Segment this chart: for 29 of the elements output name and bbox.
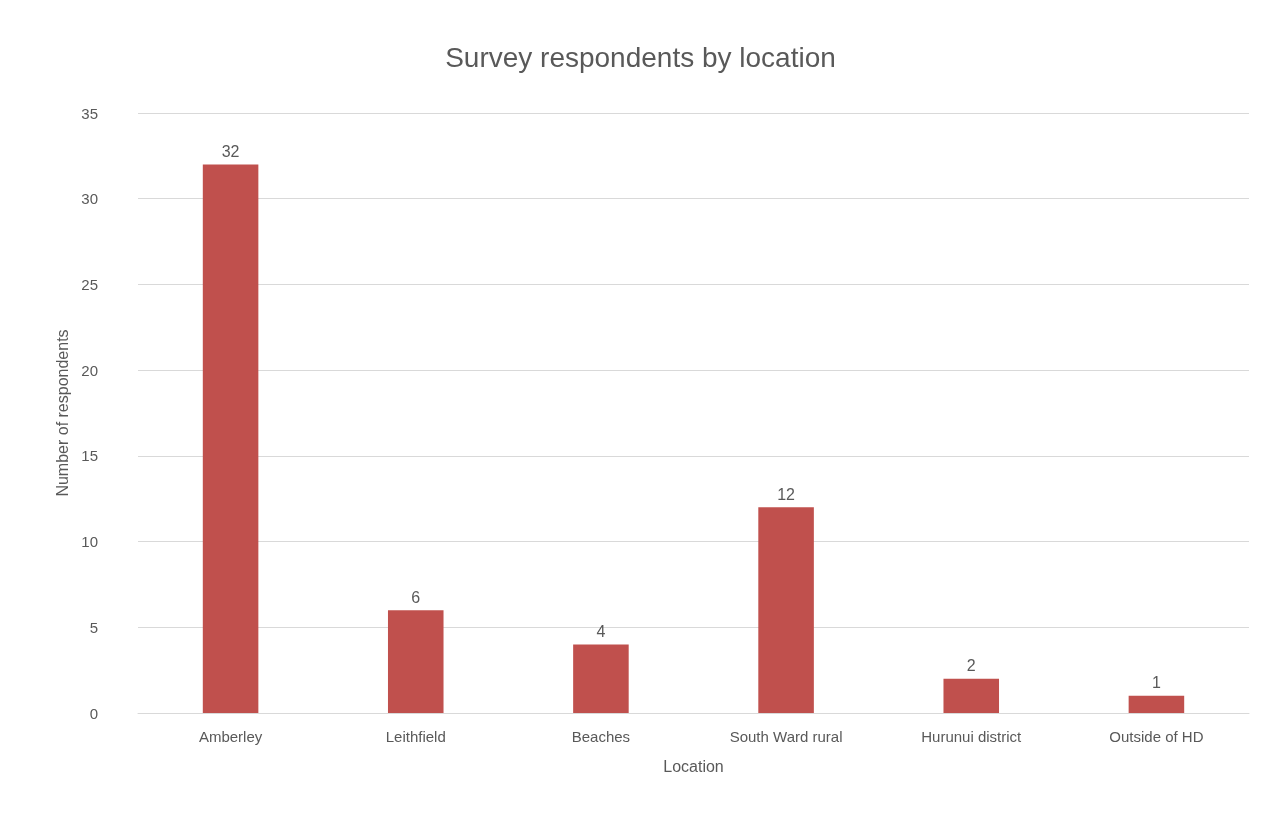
data-label: 4: [596, 622, 606, 640]
y-tick-label: 25: [81, 275, 98, 293]
chart-title: Survey respondents by location: [445, 41, 836, 73]
x-tick-label: South Ward rural: [729, 728, 843, 745]
y-tick-label: 15: [81, 447, 98, 465]
data-label: 1: [1151, 674, 1161, 692]
x-tick-label: Leithfield: [385, 728, 446, 745]
bar: [758, 507, 814, 713]
x-axis-title: Location: [663, 757, 724, 775]
x-tick-label: Hurunui district: [921, 728, 1023, 745]
y-tick-label: 10: [81, 533, 98, 551]
x-tick-label: Beaches: [571, 728, 631, 745]
bar: [202, 164, 259, 713]
data-label: 2: [966, 657, 976, 675]
bar: [943, 678, 1000, 713]
y-axis-title: Number of respondents: [53, 329, 71, 497]
data-label: 6: [411, 588, 421, 606]
y-tick-label: 30: [81, 190, 98, 208]
y-tick-label: 35: [81, 104, 98, 122]
y-tick-label: 0: [89, 704, 98, 722]
x-tick-label: Amberley: [198, 728, 263, 745]
y-tick-label: 5: [89, 618, 98, 636]
data-label: 32: [221, 142, 240, 160]
bar: [573, 644, 629, 713]
bar: [387, 610, 444, 713]
x-tick-label: Outside of HD: [1109, 728, 1204, 745]
data-label: 12: [777, 485, 796, 503]
y-tick-label: 20: [81, 361, 98, 379]
bar: [1128, 695, 1185, 713]
